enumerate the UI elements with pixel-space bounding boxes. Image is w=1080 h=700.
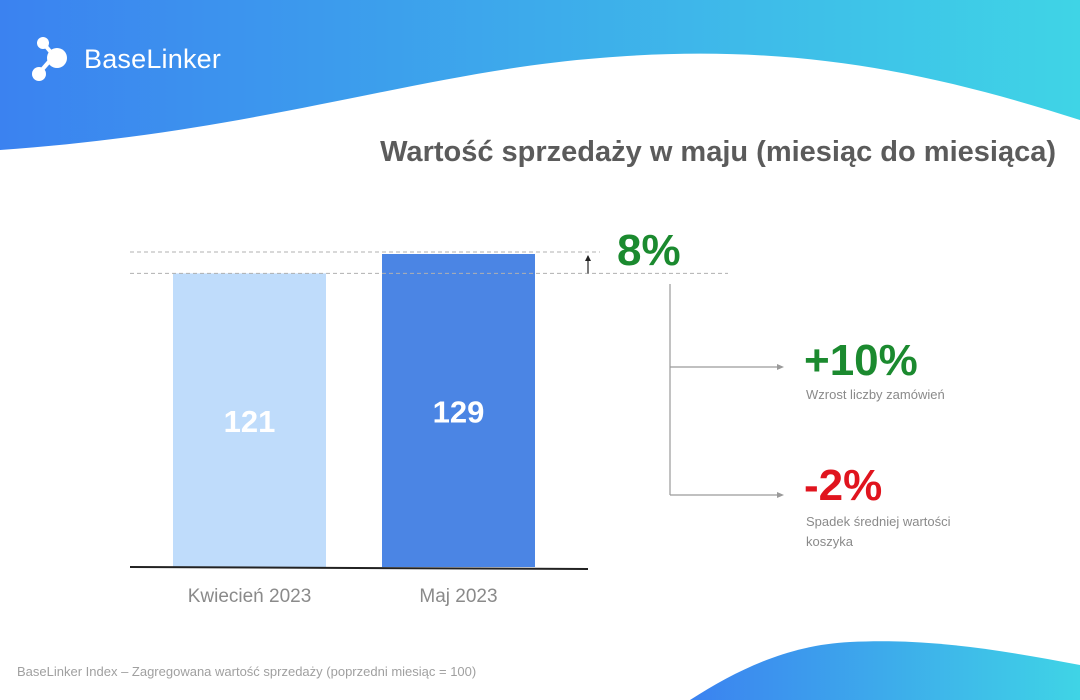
basket-change-value: -2% [804, 461, 883, 510]
category-label-0: Kwiecień 2023 [188, 586, 312, 607]
chart-title: Wartość sprzedaży w maju (miesiąc do mie… [380, 136, 1056, 168]
category-label-1: Maj 2023 [419, 586, 497, 607]
change-percent: 8% [617, 226, 681, 275]
baselinker-logo-icon [32, 37, 67, 81]
bar-1 [382, 254, 535, 567]
footer-note: BaseLinker Index – Zagregowana wartość s… [17, 664, 477, 679]
brand-name: BaseLinker [84, 43, 222, 74]
bracket-arrowhead-down [777, 492, 784, 498]
bar-0 [173, 273, 326, 567]
orders-change-label: Wzrost liczby zamówień [806, 387, 945, 402]
bar-value-label-1: 129 [433, 395, 485, 430]
bracket-arrowhead-up [777, 364, 784, 370]
x-axis-line [129, 566, 589, 570]
brand-logo: BaseLinker [30, 34, 221, 84]
bar-value-label-0: 121 [224, 404, 276, 439]
change-arrowhead [585, 255, 591, 261]
footer-wave [690, 641, 1080, 700]
orders-change-value: +10% [804, 336, 918, 385]
basket-change-label: Spadek średniej wartości koszyka [806, 514, 951, 549]
